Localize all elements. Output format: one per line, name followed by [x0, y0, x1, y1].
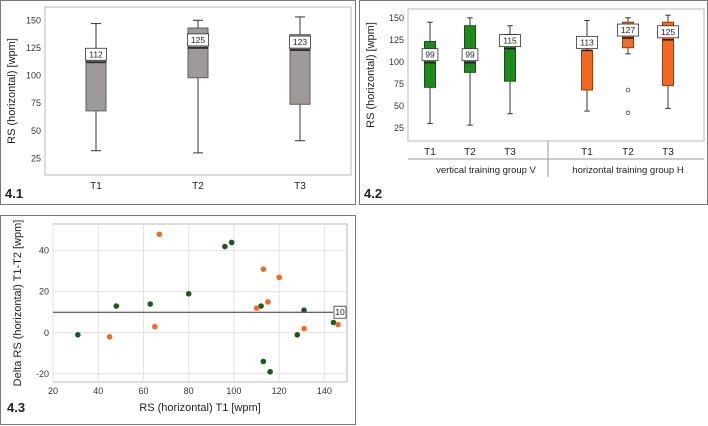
x-tick-label: 20	[48, 386, 58, 396]
y-tick-label: 75	[394, 79, 404, 89]
scatter-point	[106, 334, 113, 340]
plot-frame	[52, 223, 348, 383]
median-label: 99	[465, 50, 475, 60]
median-label-box	[186, 33, 209, 47]
y-tick-label: 25	[394, 123, 404, 133]
chart-panel-4-2: 25 50 75 100 125 150 99 T1 99 T2 115 T3 113 T1 127 T2 12…	[359, 0, 708, 205]
scatter-point	[258, 303, 264, 309]
median-label-box	[656, 25, 679, 39]
scatter-point	[151, 323, 158, 330]
y-tick-label: 150	[389, 13, 404, 23]
scatter-point	[260, 358, 267, 365]
median-label: 113	[580, 37, 594, 47]
box	[424, 41, 436, 88]
scatter-point	[294, 332, 301, 338]
panel-label: 4.1	[5, 186, 23, 201]
x-category-label: T3	[662, 147, 674, 158]
plot-frame	[44, 6, 352, 176]
scatter-point	[276, 274, 282, 281]
outlier-point	[625, 87, 631, 93]
group-label: horizontal training group H	[572, 165, 684, 176]
scatter-point	[265, 299, 271, 305]
scatter-point	[156, 231, 163, 238]
box	[85, 51, 107, 112]
y-tick-label: 100	[389, 57, 404, 67]
y-tick-label: 0	[44, 328, 49, 338]
y-tick-label: 125	[389, 35, 404, 45]
y-tick-label: 40	[39, 246, 49, 256]
x-tick-label: 40	[93, 386, 103, 396]
chart-panel-4-1: 25 50 75 100 125 150 112 T1 125 T2 123 T3 RS (horizo…	[0, 0, 356, 205]
y-tick-label: 50	[394, 101, 404, 111]
x-tick-label: 80	[184, 386, 194, 396]
median-label: 115	[503, 36, 517, 46]
y-axis-label: Delta RS (horizontal) T1-T2 [wpm]	[12, 220, 24, 387]
median-label-box	[616, 23, 639, 37]
median-label: 123	[293, 37, 307, 47]
median-label: 125	[191, 35, 205, 45]
median-label: 112	[89, 49, 103, 59]
y-tick-label: 25	[31, 153, 41, 163]
reference-line-label: 10	[335, 307, 345, 317]
chart-4-1-svg: 25 50 75 100 125 150 112 T1 125 T2 123 T3 RS (horizo…	[5, 6, 352, 201]
y-tick-label: 125	[26, 43, 41, 53]
x-category-label: T3	[294, 181, 306, 192]
scatter-point	[330, 319, 337, 326]
median-label-box	[498, 34, 521, 47]
x-tick-label: 60	[138, 386, 148, 396]
median-label-box	[85, 47, 108, 61]
scatter-point	[113, 303, 120, 309]
panel-label: 4.3	[7, 400, 25, 415]
median-label-box	[575, 35, 598, 49]
scatter-point	[260, 266, 267, 272]
chart-4-2-svg: 25 50 75 100 125 150 99 T1 99 T2 115 T3 113 T1 127 T2 12…	[364, 8, 705, 201]
x-category-label: T1	[581, 147, 593, 158]
scatter-point	[185, 290, 192, 297]
scatter-point	[147, 301, 154, 307]
y-tick-label: 50	[31, 126, 41, 136]
median-label: 125	[661, 27, 675, 37]
x-tick-label: 120	[272, 386, 287, 396]
y-tick-label: 75	[31, 98, 41, 108]
panel-label: 4.2	[364, 186, 382, 201]
median-label-box	[421, 48, 439, 62]
chart-4-3-svg: 20 40 60 80 100 120 140 -20 0 20 40 10 RS (horizonta…	[7, 220, 348, 415]
scatter-point	[335, 321, 341, 328]
box	[662, 21, 674, 87]
y-tick-label: 20	[39, 287, 49, 297]
x-category-label: T1	[424, 147, 436, 158]
x-category-label: T2	[192, 181, 204, 192]
y-tick-label: 100	[26, 71, 41, 81]
scatter-point	[301, 307, 307, 313]
scatter-point	[228, 239, 235, 246]
x-category-label: T2	[464, 147, 476, 158]
box	[289, 34, 311, 105]
plot-frame	[407, 8, 705, 142]
scatter-point	[301, 325, 307, 332]
y-tick-label: -20	[36, 369, 49, 379]
scatter-point	[222, 243, 228, 250]
y-axis-label: RS (horizontal) [wpm]	[365, 22, 377, 128]
median-label: 127	[621, 25, 635, 35]
chart-panel-4-3: 20 40 60 80 100 120 140 -20 0 20 40 10 RS (horizonta…	[0, 215, 356, 425]
x-category-label: T2	[622, 147, 634, 158]
x-category-label: T1	[90, 181, 102, 192]
outlier-point	[625, 110, 631, 116]
group-label: vertical training group V	[436, 165, 536, 176]
scatter-point	[75, 332, 81, 338]
reference-label-box	[333, 305, 347, 319]
median-label-box	[288, 35, 311, 49]
x-axis-label: RS (horizontal) T1 [wpm]	[139, 402, 260, 414]
box	[581, 49, 593, 91]
y-tick-label: 150	[26, 15, 41, 25]
x-tick-label: 100	[226, 386, 241, 396]
median-label: 99	[425, 50, 435, 60]
y-axis-label: RS (horizontal) [wpm]	[6, 38, 18, 144]
x-tick-label: 140	[317, 386, 332, 396]
scatter-point	[267, 368, 273, 375]
x-category-label: T3	[504, 147, 516, 158]
scatter-point	[253, 305, 260, 311]
median-label-box	[461, 48, 479, 62]
